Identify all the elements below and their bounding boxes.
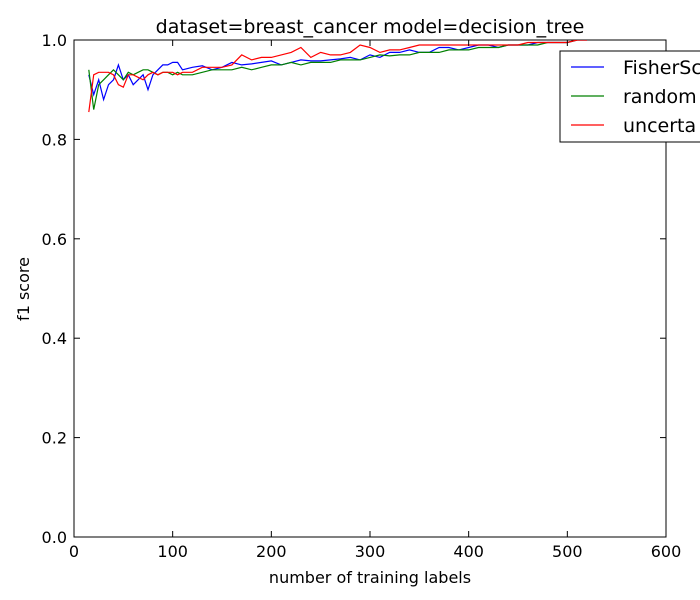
x-axis-label: number of training labels xyxy=(269,568,471,587)
x-tick-label: 500 xyxy=(552,542,583,561)
series-line-random xyxy=(88,40,588,110)
y-tick-label: 0.0 xyxy=(42,528,67,547)
y-tick-label: 0.8 xyxy=(42,130,67,149)
series-line-uncerta xyxy=(88,40,588,113)
x-tick-label: 0 xyxy=(69,542,79,561)
x-tick-label: 200 xyxy=(256,542,287,561)
x-tick-label: 400 xyxy=(453,542,484,561)
legend-label-uncerta: uncerta xyxy=(623,115,696,137)
y-axis-label: f1 score xyxy=(14,257,33,321)
x-tick-label: 300 xyxy=(355,542,386,561)
y-tick-label: 1.0 xyxy=(42,31,67,50)
y-tick-label: 0.2 xyxy=(42,429,67,448)
chart-title: dataset=breast_cancer model=decision_tre… xyxy=(156,16,585,38)
axes: 0 100 200 300 400 500 600 0.0 0.2 0.4 0.6 0.8 1.0 xyxy=(42,31,682,561)
y-tick-label: 0.6 xyxy=(42,230,67,249)
legend: FisherSc random uncerta xyxy=(559,50,700,143)
y-tick-label: 0.4 xyxy=(42,329,67,348)
x-tick-label: 100 xyxy=(157,542,188,561)
legend-label-fishersc: FisherSc xyxy=(623,57,700,79)
legend-label-random: random xyxy=(623,86,697,108)
x-tick-label: 600 xyxy=(651,542,682,561)
